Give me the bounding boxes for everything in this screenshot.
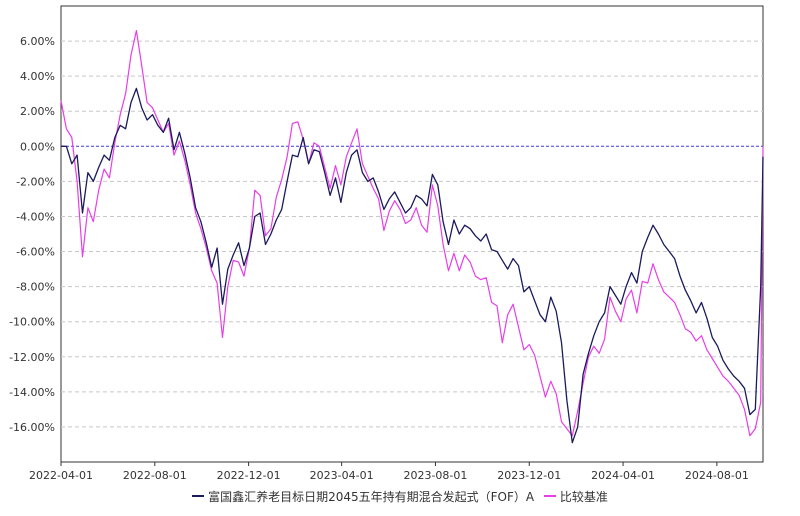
x-tick-label: 2022-04-01 xyxy=(29,469,93,482)
x-tick-label: 2024-08-01 xyxy=(685,469,749,482)
y-tick-label: -6.00% xyxy=(16,246,55,259)
x-tick-label: 2022-12-01 xyxy=(217,469,281,482)
y-axis-tick-labels: 6.00% 4.00% 2.00% 0.00% -2.00% -4.00% -6.00% -8… xyxy=(9,35,55,434)
y-tick-label: -14.00% xyxy=(9,386,55,399)
plot-frame xyxy=(60,5,764,463)
series-line-benchmark xyxy=(60,30,764,437)
legend-item-benchmark[interactable]: 比较基准 xyxy=(543,488,608,505)
y-tick-label: 4.00% xyxy=(20,70,55,83)
y-tick-label: 0.00% xyxy=(20,140,55,153)
x-axis-tick-labels: 2022-04-01 2022-08-01 2022-12-01 2023-04-01… xyxy=(29,462,749,482)
chart-legend: 富国鑫汇养老目标日期2045五年持有期混合发起式（FOF）A 比较基准 xyxy=(0,486,800,505)
x-tick-label: 2024-04-01 xyxy=(591,469,655,482)
series-line-fund xyxy=(61,87,764,444)
legend-label-benchmark: 比较基准 xyxy=(559,489,608,504)
grid-lines xyxy=(61,40,763,428)
y-tick-label: 2.00% xyxy=(20,105,55,118)
x-tick-label: 2022-08-01 xyxy=(123,469,187,482)
y-tick-label: -12.00% xyxy=(9,351,55,364)
x-tick-label: 2023-04-01 xyxy=(310,469,374,482)
series-lines xyxy=(60,30,764,444)
legend-item-fund[interactable]: 富国鑫汇养老目标日期2045五年持有期混合发起式（FOF）A xyxy=(192,488,534,505)
x-tick-label: 2023-12-01 xyxy=(497,469,561,482)
legend-swatch-benchmark xyxy=(543,495,556,497)
legend-label-fund: 富国鑫汇养老目标日期2045五年持有期混合发起式（FOF）A xyxy=(208,489,535,504)
y-tick-label: -16.00% xyxy=(9,421,55,434)
y-tick-label: 6.00% xyxy=(20,35,55,48)
y-tick-label: -2.00% xyxy=(16,175,55,188)
y-tick-label: -10.00% xyxy=(9,316,55,329)
x-tick-label: 2023-08-01 xyxy=(403,469,467,482)
legend-swatch-fund xyxy=(192,495,205,497)
y-tick-label: -8.00% xyxy=(16,281,55,294)
y-tick-label: -4.00% xyxy=(16,210,55,223)
